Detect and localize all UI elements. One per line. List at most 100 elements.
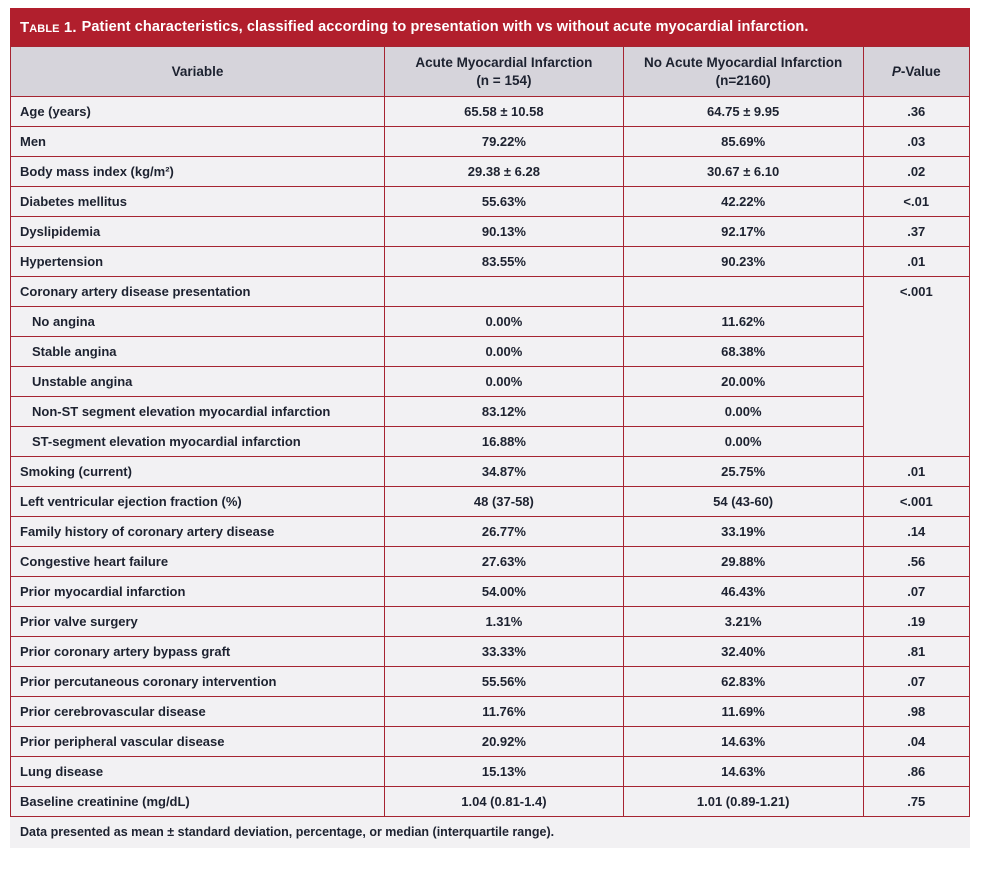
p-value-rest: -Value	[900, 63, 941, 79]
col-header-no-ami: No Acute Myocardial Infarction (n=2160)	[622, 46, 864, 97]
table-row: Coronary artery disease presentation <.00…	[10, 276, 971, 457]
ami-value-cell: 0.00%	[384, 306, 624, 337]
ami-value-cell: 15.13%	[384, 756, 624, 787]
p-value-cell: .03	[862, 126, 971, 157]
variable-cell: Diabetes mellitus	[10, 186, 385, 217]
no-ami-value-cell: 46.43%	[622, 576, 864, 607]
table-body: Age (years) 65.58 ± 10.58 64.75 ± 9.95.36 M…	[10, 96, 971, 817]
variable-cell: Body mass index (kg/m²)	[10, 156, 385, 187]
table-row: Lung disease 15.13% 14.63% .86	[10, 756, 971, 787]
col-header-ami: Acute Myocardial Infarction (n = 154)	[384, 46, 624, 97]
ami-value-cell: 65.58 ± 10.58	[384, 96, 624, 127]
patient-characteristics-table: Variable Acute Myocardial Infarction (n …	[10, 46, 971, 817]
no-ami-value-cell: 29.88%	[622, 546, 864, 577]
table-row: Body mass index (kg/m²) 29.38 ± 6.28 30.67…	[10, 156, 971, 187]
p-value-cell: .04	[862, 726, 971, 757]
no-ami-value-cell: 54 (43-60)	[622, 486, 864, 517]
variable-cell: Stable angina	[10, 336, 385, 367]
variable-cell: Hypertension	[10, 246, 385, 277]
p-value-cell: .07	[862, 666, 971, 697]
variable-cell: Family history of coronary artery diseas…	[10, 516, 385, 547]
ami-value-cell: 0.00%	[384, 336, 624, 367]
no-ami-value-cell: 14.63%	[622, 726, 864, 757]
no-ami-value-cell: 68.38%	[622, 336, 864, 367]
no-ami-value-cell: 0.00%	[622, 426, 864, 457]
p-value-cell: .98	[862, 696, 971, 727]
table-row: Diabetes mellitus 55.63% 42.22% <.01	[10, 186, 971, 217]
table-row: Family history of coronary artery diseas…	[10, 516, 971, 547]
no-ami-value-cell: 14.63%	[622, 756, 864, 787]
ami-value-cell: 1.04 (0.81-1.4)	[384, 786, 624, 817]
col-header-no-ami-n: (n=2160)	[715, 72, 771, 88]
variable-cell: Age (years)	[10, 96, 385, 127]
ami-value-cell: 79.22%	[384, 126, 624, 157]
table-row: Prior coronary artery bypass graft 33.33%…	[10, 636, 971, 667]
table-row: No angina 0.00% 11.62%	[10, 306, 970, 337]
variable-cell: Men	[10, 126, 385, 157]
variable-cell: No angina	[10, 306, 385, 337]
no-ami-value-cell	[622, 276, 864, 307]
col-header-ami-n: (n = 154)	[476, 72, 532, 88]
variable-cell: Baseline creatinine (mg/dL)	[10, 786, 385, 817]
no-ami-value-cell: 90.23%	[622, 246, 864, 277]
ami-value-cell: 90.13%	[384, 216, 624, 247]
variable-cell: ST-segment elevation myocardial infarcti…	[10, 426, 385, 457]
ami-value-cell: 54.00%	[384, 576, 624, 607]
ami-value-cell: 83.55%	[384, 246, 624, 277]
variable-cell: Prior myocardial infarction	[10, 576, 385, 607]
ami-value-cell: 33.33%	[384, 636, 624, 667]
p-value-cell: .19	[862, 606, 971, 637]
variable-cell: Prior cerebrovascular disease	[10, 696, 385, 727]
col-header-variable: Variable	[10, 46, 385, 97]
variable-cell: Left ventricular ejection fraction (%)	[10, 486, 385, 517]
table-row: ST-segment elevation myocardial infarcti…	[10, 426, 970, 457]
table-title-bar: Table 1. Patient characteristics, classi…	[10, 8, 970, 46]
p-value-cell: .36	[862, 96, 971, 127]
header-row: Variable Acute Myocardial Infarction (n …	[10, 46, 971, 97]
variable-cell: Smoking (current)	[10, 456, 385, 487]
table-row: Unstable angina 0.00% 20.00%	[10, 366, 970, 397]
p-value-cell: .81	[862, 636, 971, 667]
ami-value-cell: 20.92%	[384, 726, 624, 757]
variable-cell: Lung disease	[10, 756, 385, 787]
variable-cell: Congestive heart failure	[10, 546, 385, 577]
table-figure: Table 1. Patient characteristics, classi…	[10, 8, 971, 848]
table-row: Left ventricular ejection fraction (%) 48…	[10, 486, 971, 517]
p-value-cell: <.001	[862, 276, 971, 457]
p-value-cell: .86	[862, 756, 971, 787]
col-header-pvalue: P-Value	[862, 46, 971, 97]
table-row: Age (years) 65.58 ± 10.58 64.75 ± 9.95.36	[10, 96, 971, 127]
no-ami-value-cell: 25.75%	[622, 456, 864, 487]
table-footnote: Data presented as mean ± standard deviat…	[10, 817, 970, 848]
ami-value-cell: 27.63%	[384, 546, 624, 577]
table-row: Non-ST segment elevation myocardial infa…	[10, 396, 970, 427]
no-ami-value-cell: 20.00%	[622, 366, 864, 397]
variable-cell: Prior valve surgery	[10, 606, 385, 637]
table-row: Baseline creatinine (mg/dL) 1.04 (0.81-1.…	[10, 786, 971, 817]
ami-value-cell: 55.56%	[384, 666, 624, 697]
ami-value-cell: 1.31%	[384, 606, 624, 637]
p-value-cell: .37	[862, 216, 971, 247]
no-ami-value-cell: 1.01 (0.89-1.21)	[622, 786, 864, 817]
table-row: Prior cerebrovascular disease 11.76% 11.69…	[10, 696, 971, 727]
table-row: Prior peripheral vascular disease 20.92% 1…	[10, 726, 971, 757]
table-row: Prior valve surgery 1.31% 3.21% .19	[10, 606, 971, 637]
p-value-cell: .07	[862, 576, 971, 607]
no-ami-value-cell: 92.17%	[622, 216, 864, 247]
p-value-cell: .56	[862, 546, 971, 577]
table-number: Table 1.	[20, 18, 77, 36]
col-header-no-ami-line1: No Acute Myocardial Infarction	[644, 54, 843, 70]
p-value-cell: .75	[862, 786, 971, 817]
ami-value-cell: 26.77%	[384, 516, 624, 547]
table-row: Congestive heart failure 27.63% 29.88% .56	[10, 546, 971, 577]
table-row: Stable angina 0.00% 68.38%	[10, 336, 970, 367]
no-ami-value-cell: 32.40%	[622, 636, 864, 667]
table-row: Smoking (current) 34.87% 25.75% .01	[10, 456, 971, 487]
variable-cell: Coronary artery disease presentation	[10, 276, 385, 307]
no-ami-value-cell: 33.19%	[622, 516, 864, 547]
ami-value-cell: 0.00%	[384, 366, 624, 397]
ami-value-cell: 11.76%	[384, 696, 624, 727]
table-row: Prior myocardial infarction 54.00% 46.43%.…	[10, 576, 971, 607]
no-ami-value-cell: 11.69%	[622, 696, 864, 727]
table-row: Prior percutaneous coronary intervention…	[10, 666, 971, 697]
